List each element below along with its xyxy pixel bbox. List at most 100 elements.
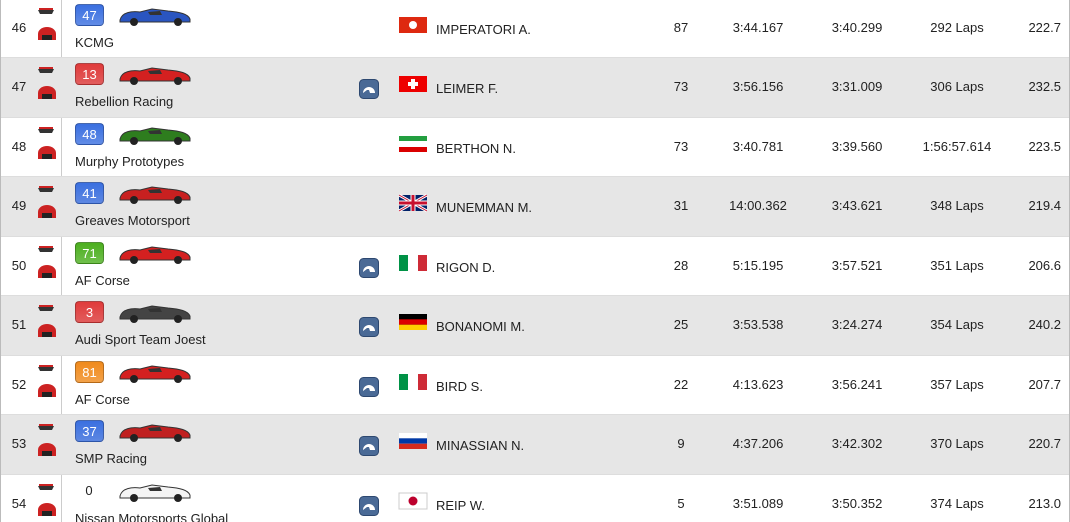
speed: 220.7: [1028, 436, 1061, 451]
car-image: [119, 305, 191, 323]
country-flag: [398, 492, 428, 509]
result-row: 49 41 Greaves Motorsport MUNEMMAN M. 31 14:00…: [1, 177, 1069, 237]
gap: 354 Laps: [930, 317, 984, 332]
car-number: 0: [85, 482, 93, 498]
gap: 351 Laps: [930, 257, 984, 273]
tyre-icon: [38, 264, 56, 278]
driver-icon: [359, 376, 379, 397]
car-number-badge: 13: [75, 63, 104, 85]
team-name: AF Corse: [75, 391, 130, 407]
driver-name: MINASSIAN N.: [436, 438, 525, 453]
car-number-badge: 41: [75, 182, 104, 204]
car-image: [119, 364, 191, 383]
speed: 240.2: [1028, 317, 1061, 332]
last-lap: 3:51.089: [732, 495, 784, 511]
tyre-icon: [38, 145, 56, 159]
team-name: Greaves Motorsport: [75, 213, 190, 228]
tyre-icon: [38, 324, 56, 337]
tyre-icon: [38, 443, 56, 456]
tyre-icon: [38, 383, 56, 397]
position: 47: [11, 79, 27, 94]
best-lap: 3:40.299: [831, 19, 883, 35]
country-flag: [399, 433, 427, 449]
car-number-badge: 81: [75, 360, 104, 383]
last-lap: 3:53.538: [732, 317, 784, 332]
driver-icon: [359, 317, 379, 337]
position: 52: [11, 376, 27, 392]
result-row: 53 37 SMP Racing MINASSIAN N. 9 4:37.206 3:42.…: [1, 415, 1069, 475]
result-row: 51 3 Audi Sport Team Joest BONANOMI M. 25 3:5…: [1, 296, 1069, 356]
position: 49: [11, 198, 27, 213]
country-flag: [399, 76, 427, 92]
driver-name: REIP W.: [436, 497, 485, 513]
car-number-badge: 71: [75, 241, 104, 264]
tyre-icon: [38, 205, 56, 218]
team-name: Nissan Motorsports Global: [75, 510, 229, 522]
result-row: 47 13 Rebellion Racing LEIMER F. 73 3:56.156 3…: [1, 58, 1069, 118]
position: 48: [11, 138, 27, 154]
last-lap: 3:44.167: [732, 19, 784, 35]
last-lap: 4:37.206: [732, 436, 784, 451]
country-flag: [399, 254, 427, 271]
laps: 73: [673, 79, 689, 94]
car-number-badge: 47: [75, 3, 104, 26]
last-lap: 5:15.195: [732, 257, 784, 273]
driver-name: RIGON D.: [436, 259, 496, 275]
country-flag: [399, 16, 427, 33]
driver-name: BONANOMI M.: [436, 319, 525, 334]
car-image: [119, 67, 191, 85]
laps: 5: [677, 495, 685, 511]
status-icon: [38, 364, 54, 371]
gap: 292 Laps: [930, 19, 984, 35]
gap: 357 Laps: [930, 376, 984, 392]
best-lap: 3:42.302: [831, 436, 883, 451]
result-row: 54 0 Nissan Motorsports Global REIP W. 5 3:51…: [1, 475, 1069, 522]
car-image: [119, 126, 191, 145]
status-icon: [38, 483, 54, 490]
car-number-badge: 3: [75, 301, 104, 323]
best-lap: 3:56.241: [831, 376, 883, 392]
laps: 73: [673, 138, 689, 154]
speed: 213.0: [1028, 495, 1061, 511]
gap: 370 Laps: [930, 436, 984, 451]
result-row: 50 71 AF Corse RIGON D. 28 5:15.195 3:57.521 35…: [1, 237, 1069, 296]
position: 54: [11, 495, 27, 511]
speed: 219.4: [1028, 198, 1061, 213]
laps: 9: [677, 436, 685, 451]
best-lap: 3:43.621: [831, 198, 883, 213]
tyre-icon: [38, 502, 56, 516]
speed: 223.5: [1028, 138, 1061, 154]
status-icon: [38, 424, 54, 430]
speed: 207.7: [1028, 376, 1061, 392]
last-lap: 4:13.623: [732, 376, 784, 392]
position: 51: [11, 317, 27, 332]
last-lap: 3:56.156: [732, 79, 784, 94]
car-image: [119, 186, 191, 204]
car-image: [119, 424, 191, 442]
status-icon: [38, 67, 54, 73]
car-number-badge: 37: [75, 420, 104, 442]
car-image: [119, 245, 191, 264]
speed: 232.5: [1028, 79, 1061, 94]
car-image: [119, 7, 191, 26]
team-name: AF Corse: [75, 272, 130, 288]
best-lap: 3:50.352: [831, 495, 883, 511]
laps: 31: [673, 198, 689, 213]
best-lap: 3:24.274: [831, 317, 883, 332]
best-lap: 3:57.521: [831, 257, 883, 273]
gap: 348 Laps: [930, 198, 984, 213]
status-icon: [38, 186, 54, 192]
driver-name: IMPERATORI A.: [436, 21, 531, 37]
country-flag: [399, 373, 427, 390]
last-lap: 3:40.781: [732, 138, 784, 154]
driver-name: BERTHON N.: [436, 140, 516, 156]
car-image: [119, 483, 191, 502]
laps: 22: [673, 376, 689, 392]
driver-name: MUNEMMAN M.: [436, 200, 533, 215]
position: 53: [11, 436, 27, 451]
status-icon: [38, 305, 54, 311]
team-name: KCMG: [75, 34, 114, 50]
result-row: 46 47 KCMG IMPERATORI A. 87 3:44.167 3:40.299 2…: [1, 0, 1069, 58]
